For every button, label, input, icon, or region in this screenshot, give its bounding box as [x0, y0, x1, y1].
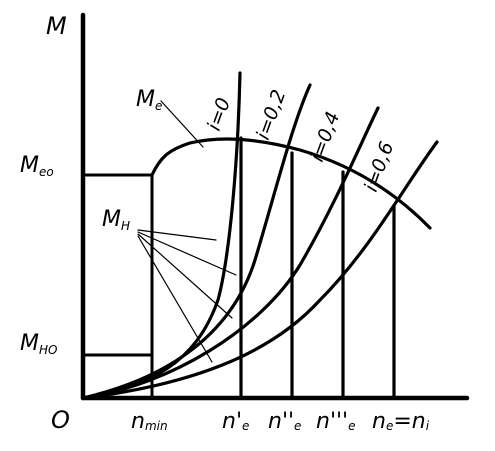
mh-leader-line-3 — [137, 233, 233, 319]
x-label-n2e: n''e — [268, 409, 301, 434]
mho-label: MHO — [20, 331, 57, 357]
slope-label-i0: i=0 — [203, 95, 235, 134]
resistance-curve-i02 — [81, 83, 312, 400]
meo-label: Meo — [20, 153, 54, 179]
slope-label-i02: i=0,2 — [252, 87, 290, 143]
y-axis-label: M — [46, 12, 67, 40]
x-label-nei: ne=ni — [372, 409, 430, 434]
slope-label-i04: i=0,4 — [306, 109, 344, 165]
resistance-curve-i04 — [81, 106, 380, 400]
me-leader-line — [160, 100, 204, 148]
me-curve-label: Me — [136, 87, 162, 113]
origin-label: O — [51, 406, 70, 434]
mh-leader-line-2 — [137, 231, 237, 276]
mh-leader-line-4 — [137, 235, 213, 363]
mh-leader-line-1 — [137, 229, 217, 241]
engine-torque-curve — [150, 137, 432, 230]
x-label-nmin: nmin — [131, 409, 168, 434]
x-label-n1e: n'e — [222, 409, 249, 434]
mh-curve-label: MH — [102, 207, 130, 233]
resistance-curve-i0 — [81, 71, 242, 400]
slope-label-i06: i=0,6 — [360, 139, 398, 195]
resistance-curve-i06 — [81, 140, 439, 400]
x-label-n3e: n'''e — [316, 409, 355, 434]
